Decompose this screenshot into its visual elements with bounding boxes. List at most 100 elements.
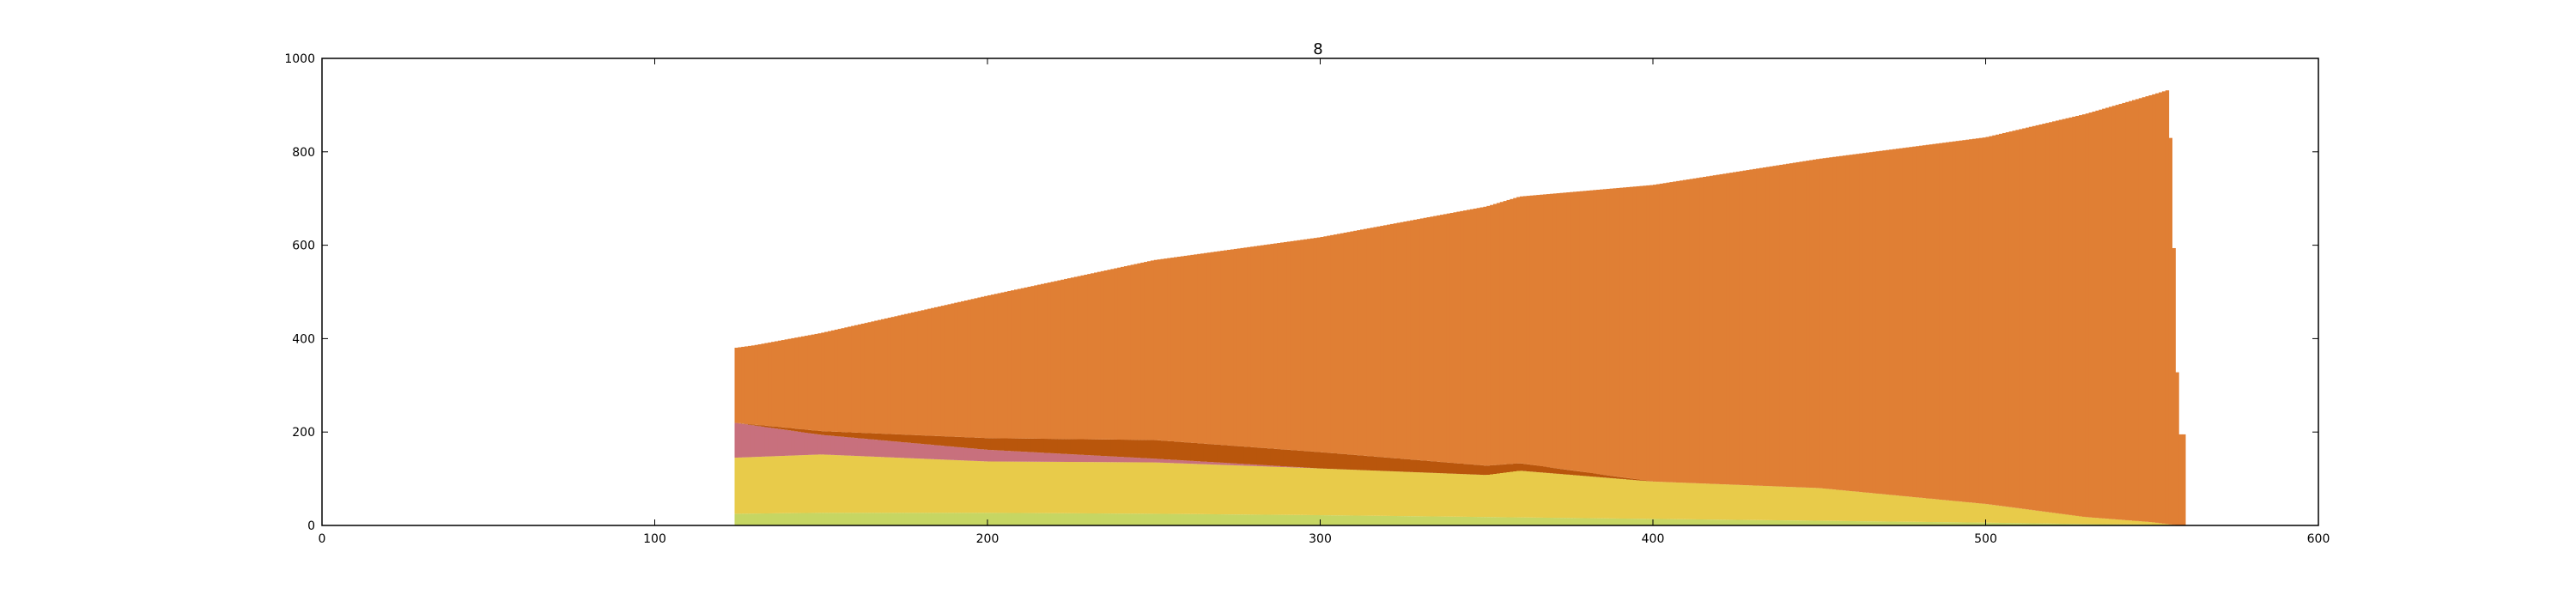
bar-segment-3 bbox=[1383, 457, 1388, 471]
bar-segment-4 bbox=[2052, 121, 2057, 513]
bar-segment-0 bbox=[987, 513, 992, 525]
bar-segment-1 bbox=[1563, 474, 1567, 519]
bar-segment-3 bbox=[997, 438, 1001, 451]
bar-segment-2 bbox=[828, 435, 832, 455]
bar-segment-0 bbox=[1589, 518, 1594, 525]
bar-segment-3 bbox=[1121, 440, 1125, 458]
bar-segment-0 bbox=[1077, 513, 1081, 525]
bar-segment-0 bbox=[1533, 517, 1537, 525]
bar-segment-4 bbox=[2095, 110, 2099, 519]
bar-segment-0 bbox=[1813, 520, 1817, 525]
bar-segment-1 bbox=[1735, 484, 1741, 520]
bar-segment-0 bbox=[1041, 513, 1045, 525]
bar-segment-4 bbox=[2129, 100, 2133, 521]
bar-segment-3 bbox=[894, 434, 898, 442]
bar-segment-2 bbox=[901, 441, 905, 458]
bar-segment-4 bbox=[1220, 251, 1224, 446]
bar-segment-4 bbox=[1350, 231, 1354, 455]
bar-segment-4 bbox=[1323, 236, 1327, 453]
bar-segment-0 bbox=[1320, 515, 1324, 525]
bar-segment-4 bbox=[878, 319, 882, 434]
bar-segment-0 bbox=[1948, 522, 1953, 525]
bar-segment-2 bbox=[1004, 451, 1008, 462]
bar-segment-4 bbox=[1127, 265, 1132, 440]
bar-segment-3 bbox=[967, 437, 972, 448]
bar-segment-4 bbox=[1340, 233, 1345, 454]
bar-segment-1 bbox=[1813, 488, 1817, 521]
bar-segment-1 bbox=[1802, 487, 1807, 521]
bar-segment-4 bbox=[1546, 194, 1551, 468]
bar-segment-3 bbox=[794, 428, 799, 432]
bar-segment-1 bbox=[1992, 505, 1996, 523]
bar-segment-0 bbox=[1809, 520, 1814, 525]
bar-segment-3 bbox=[1174, 441, 1178, 460]
bar-segment-4 bbox=[1416, 219, 1421, 460]
bar-segment-4 bbox=[1041, 283, 1045, 439]
bar-segment-2 bbox=[908, 442, 912, 458]
bar-segment-1 bbox=[1912, 497, 1917, 522]
bar-segment-1 bbox=[2161, 523, 2166, 525]
bar-segment-4 bbox=[1809, 160, 1814, 489]
bar-segment-3 bbox=[897, 434, 902, 442]
bar-segment-0 bbox=[1712, 519, 1717, 525]
x-tick-label: 600 bbox=[2307, 532, 2330, 546]
bar-segment-0 bbox=[937, 513, 942, 525]
bar-segment-4 bbox=[1283, 241, 1288, 450]
x-tick-label: 200 bbox=[976, 532, 999, 546]
bar-segment-4 bbox=[2065, 118, 2069, 515]
bar-segment-2 bbox=[1107, 456, 1111, 463]
bar-segment-1 bbox=[1566, 474, 1571, 519]
bar-segment-1 bbox=[744, 457, 749, 514]
bar-segment-4 bbox=[1176, 257, 1182, 442]
bar-segment-4 bbox=[1972, 138, 1977, 503]
bar-segment-0 bbox=[977, 513, 981, 525]
bar-segment-4 bbox=[1676, 180, 1680, 483]
bar-segment-4 bbox=[1230, 249, 1235, 446]
bar-segment-1 bbox=[997, 461, 1001, 513]
bar-segment-2 bbox=[1290, 466, 1294, 468]
bar-segment-4 bbox=[1144, 262, 1148, 440]
bar-segment-1 bbox=[1030, 461, 1035, 513]
bar-segment-4 bbox=[2028, 126, 2033, 510]
bar-segment-3 bbox=[1366, 456, 1371, 470]
bar-segment-1 bbox=[878, 457, 882, 513]
bar-segment-0 bbox=[1600, 518, 1604, 525]
bar-segment-4 bbox=[917, 311, 921, 435]
bar-segment-1 bbox=[1309, 468, 1315, 515]
bar-segment-4 bbox=[990, 294, 995, 439]
bar-segment-0 bbox=[1007, 513, 1012, 525]
bar-segment-2 bbox=[1267, 465, 1271, 467]
bar-segment-4 bbox=[1962, 140, 1966, 502]
bar-segment-3 bbox=[1167, 440, 1171, 460]
bar-segment-0 bbox=[1776, 520, 1780, 525]
bar-segment-4 bbox=[2058, 119, 2063, 514]
bar-segment-4 bbox=[1680, 180, 1684, 483]
bar-segment-2 bbox=[997, 450, 1001, 462]
bar-segment-4 bbox=[1783, 164, 1787, 487]
bar-segment-3 bbox=[1011, 438, 1015, 452]
bar-segment-2 bbox=[1187, 460, 1191, 464]
bar-segment-1 bbox=[1646, 481, 1650, 519]
bar-segment-4 bbox=[1383, 225, 1388, 458]
bar-segment-2 bbox=[1167, 459, 1171, 464]
bar-segment-4 bbox=[1180, 256, 1185, 442]
bar-segment-4 bbox=[854, 325, 859, 433]
bar-segment-1 bbox=[1765, 486, 1771, 520]
bar-segment-3 bbox=[777, 427, 782, 429]
bar-segment-2 bbox=[814, 434, 818, 455]
bar-segment-1 bbox=[1643, 481, 1647, 519]
bar-segment-2 bbox=[990, 450, 995, 462]
bar-segment-0 bbox=[1233, 514, 1238, 525]
bar-segment-3 bbox=[1117, 439, 1121, 458]
bar-segment-2 bbox=[1286, 466, 1291, 468]
bar-segment-3 bbox=[1194, 442, 1198, 462]
bar-segment-4 bbox=[1786, 163, 1790, 488]
bar-segment-1 bbox=[1197, 464, 1201, 514]
bar-segment-4 bbox=[1799, 161, 1803, 488]
bar-segment-4 bbox=[890, 317, 895, 434]
bar-segment-1 bbox=[1170, 463, 1175, 514]
bar-segment-2 bbox=[851, 437, 855, 456]
bar-segment-0 bbox=[1024, 513, 1028, 525]
bar-segment-4 bbox=[1343, 232, 1347, 454]
bar-segment-3 bbox=[1469, 464, 1474, 475]
